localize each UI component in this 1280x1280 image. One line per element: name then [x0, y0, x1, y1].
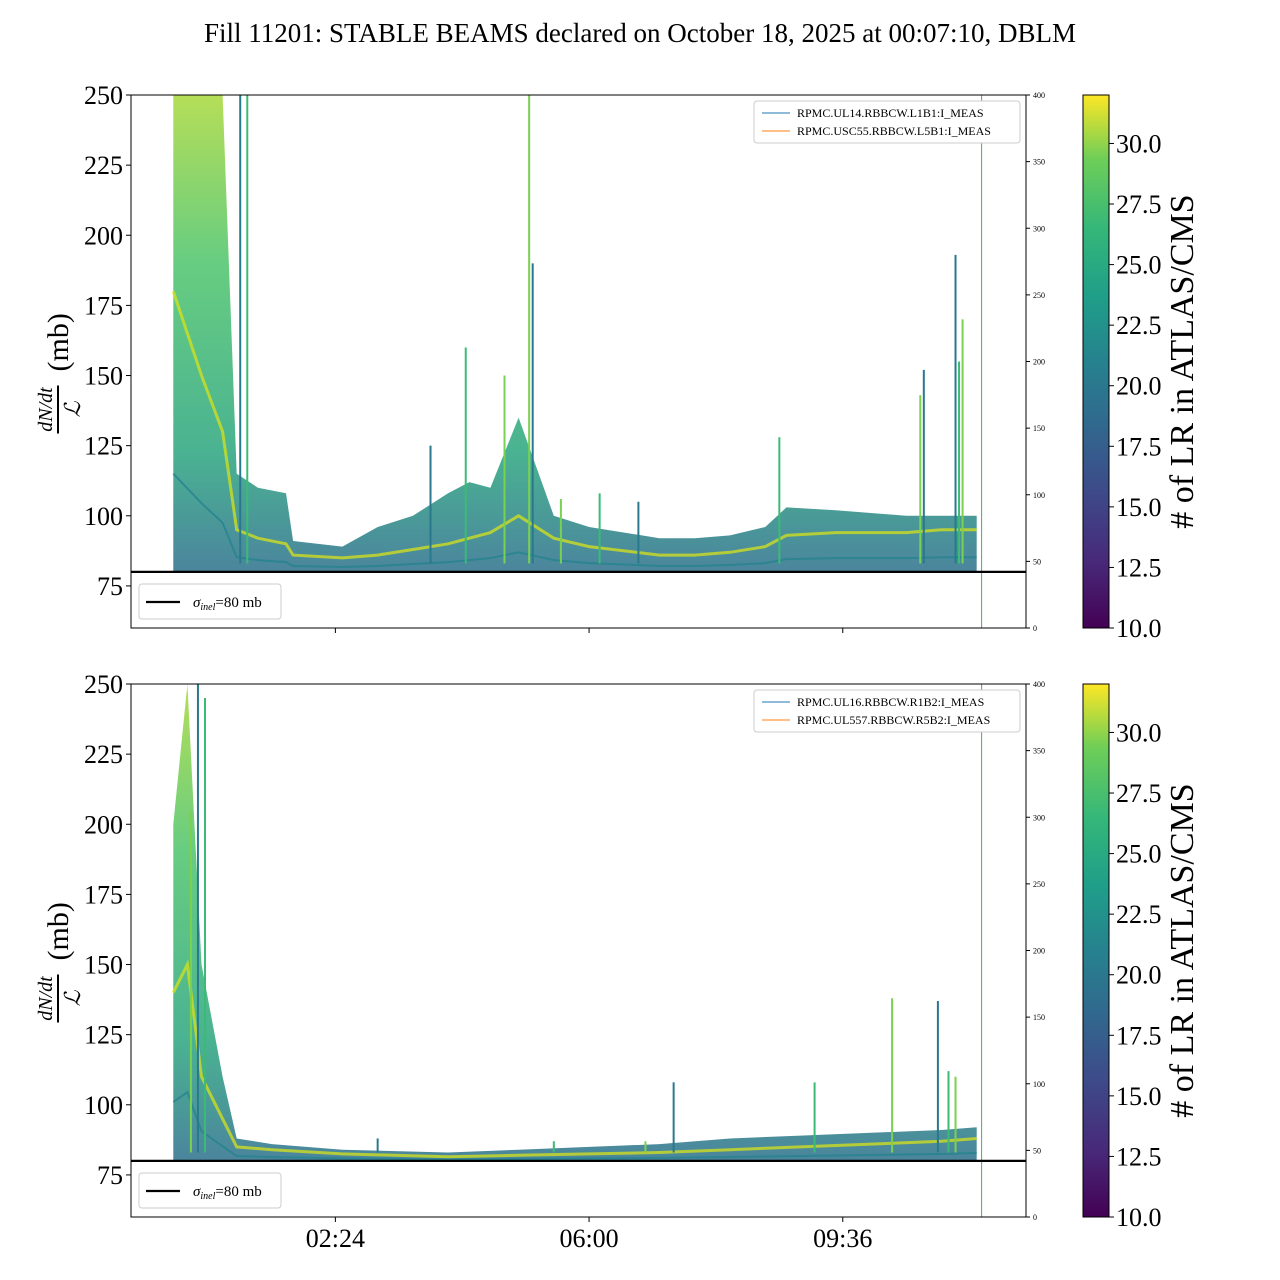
y2-tick-label: 350	[1033, 158, 1045, 167]
y2-tick-label: 300	[1033, 813, 1045, 822]
y2-tick-label: 150	[1033, 424, 1045, 433]
y-tick-label: 200	[84, 810, 123, 839]
legend-box	[753, 689, 1021, 733]
legend-entry: RPMC.UL16.RBBCW.R1B2:I_MEAS	[797, 695, 984, 709]
colorbar-gradient	[1082, 683, 1110, 1218]
y2-tick-label: 0	[1033, 624, 1037, 633]
colorbar-tick-label: 10.0	[1116, 614, 1162, 643]
panel-top: 75 100 125 150 175 200 225 250 0 50 100 150 200 250 30…	[35, 81, 1201, 643]
colorbar: 10.0 12.5 15.0 17.5 20.0 22.5 25.0 27.5 30.0 # of…	[1082, 683, 1201, 1232]
colorbar-tick-label: 10.0	[1116, 1203, 1162, 1232]
plot-area	[171, 95, 977, 572]
y-label-unit: (mb)	[42, 313, 75, 371]
y2-tick-label: 200	[1033, 358, 1045, 367]
colorbar-tick-label: 22.5	[1116, 900, 1162, 929]
colorbar-tick-label: 30.0	[1116, 718, 1162, 747]
sigma-legend-box	[138, 1172, 282, 1209]
x-tick-label: 06:00	[559, 1224, 618, 1253]
sigma-legend-box	[138, 583, 282, 620]
colorbar-tick-label: 27.5	[1116, 779, 1162, 808]
y2-tick-label: 400	[1033, 91, 1045, 100]
y-tick-label: 125	[84, 1021, 123, 1050]
colorbar-tick-label: 15.0	[1116, 493, 1162, 522]
y2-tick-label: 250	[1033, 291, 1045, 300]
y-label-numerator: dN/dt	[35, 976, 57, 1021]
y-axis-label: dN/dt ℒ (mb)	[35, 902, 85, 1023]
colorbar-label: # of LR in ATLAS/CMS	[1164, 194, 1201, 528]
panel-bottom: 75 100 125 150 175 200 225 250 0 50 100 150 200 250 30…	[35, 670, 1201, 1253]
y-tick-label: 250	[84, 81, 123, 110]
y2-tick-label: 150	[1033, 1013, 1045, 1022]
sigma-legend-label: σinel=80 mb	[193, 1184, 262, 1202]
y2-tick-label: 350	[1033, 747, 1045, 756]
y-tick-label: 225	[84, 740, 123, 769]
series-legend: RPMC.UL16.RBBCW.R1B2:I_MEAS RPMC.UL557.RB…	[753, 689, 1021, 733]
y2-tick-label: 200	[1033, 947, 1045, 956]
y2-tick-label: 300	[1033, 224, 1045, 233]
y-tick-label: 75	[97, 572, 123, 601]
y-tick-label: 225	[84, 151, 123, 180]
y-tick-label: 100	[84, 1091, 123, 1120]
colorbar-tick-label: 17.5	[1116, 432, 1162, 461]
series-mean-line	[171, 959, 977, 1159]
y-tick-label: 175	[84, 291, 123, 320]
series-band	[173, 95, 977, 572]
sigma-legend: σinel=80 mb	[138, 1172, 282, 1209]
y2-tick-label: 100	[1033, 491, 1045, 500]
y2-tick-label: 50	[1033, 1146, 1041, 1155]
colorbar-tick-label: 22.5	[1116, 311, 1162, 340]
legend-box	[753, 100, 1021, 144]
y2-tick-label: 0	[1033, 1213, 1037, 1222]
colorbar-tick-label: 30.0	[1116, 129, 1162, 158]
y-axis-label: dN/dt ℒ (mb)	[35, 313, 85, 434]
y-tick-label: 75	[97, 1161, 123, 1190]
colorbar-tick-label: 27.5	[1116, 190, 1162, 219]
colorbar-tick-label: 17.5	[1116, 1021, 1162, 1050]
colorbar-label: # of LR in ATLAS/CMS	[1164, 783, 1201, 1117]
y-tick-label: 250	[84, 670, 123, 699]
figure-title: Fill 11201: STABLE BEAMS declared on Oct…	[203, 18, 1076, 48]
y-label-unit: (mb)	[42, 902, 75, 960]
y-tick-label: 150	[84, 951, 123, 980]
y-label-denominator: ℒ	[60, 400, 85, 417]
series-lower-line	[172, 473, 977, 569]
y-label-denominator: ℒ	[60, 989, 85, 1006]
legend-entry: RPMC.USC55.RBBCW.L5B1:I_MEAS	[797, 124, 991, 138]
series-lower-line	[172, 1090, 977, 1161]
legend-entry: RPMC.UL557.RBBCW.R5B2:I_MEAS	[797, 713, 990, 727]
colorbar-tick-label: 15.0	[1116, 1082, 1162, 1111]
colorbar-tick-label: 25.0	[1116, 840, 1162, 869]
series-legend: RPMC.UL14.RBBCW.L1B1:I_MEAS RPMC.USC55.RB…	[753, 100, 1021, 144]
y-tick-label: 175	[84, 880, 123, 909]
y2-tick-label: 250	[1033, 880, 1045, 889]
sigma-legend-label: σinel=80 mb	[193, 595, 262, 613]
y2-tick-label: 100	[1033, 1080, 1045, 1089]
colorbar-tick-label: 25.0	[1116, 251, 1162, 280]
y2-tick-label: 50	[1033, 557, 1041, 566]
plot-area	[171, 684, 977, 1161]
y-tick-label: 150	[84, 362, 123, 391]
sigma-legend: σinel=80 mb	[138, 583, 282, 620]
series-mean-line	[171, 290, 977, 560]
series-band	[173, 684, 977, 1161]
colorbar-tick-label: 12.5	[1116, 553, 1162, 582]
colorbar-gradient	[1082, 94, 1110, 629]
y-tick-label: 200	[84, 221, 123, 250]
colorbar-tick-label: 20.0	[1116, 961, 1162, 990]
colorbar: 10.0 12.5 15.0 17.5 20.0 22.5 25.0 27.5 30.0 # of…	[1082, 94, 1201, 643]
y2-tick-label: 400	[1033, 680, 1045, 689]
y-tick-label: 125	[84, 432, 123, 461]
y-tick-label: 100	[84, 502, 123, 531]
x-tick-label: 02:24	[306, 1224, 365, 1253]
colorbar-tick-label: 12.5	[1116, 1142, 1162, 1171]
x-tick-label: 09:36	[813, 1224, 872, 1253]
colorbar-tick-label: 20.0	[1116, 372, 1162, 401]
legend-entry: RPMC.UL14.RBBCW.L1B1:I_MEAS	[797, 106, 984, 120]
y-label-numerator: dN/dt	[35, 387, 57, 432]
